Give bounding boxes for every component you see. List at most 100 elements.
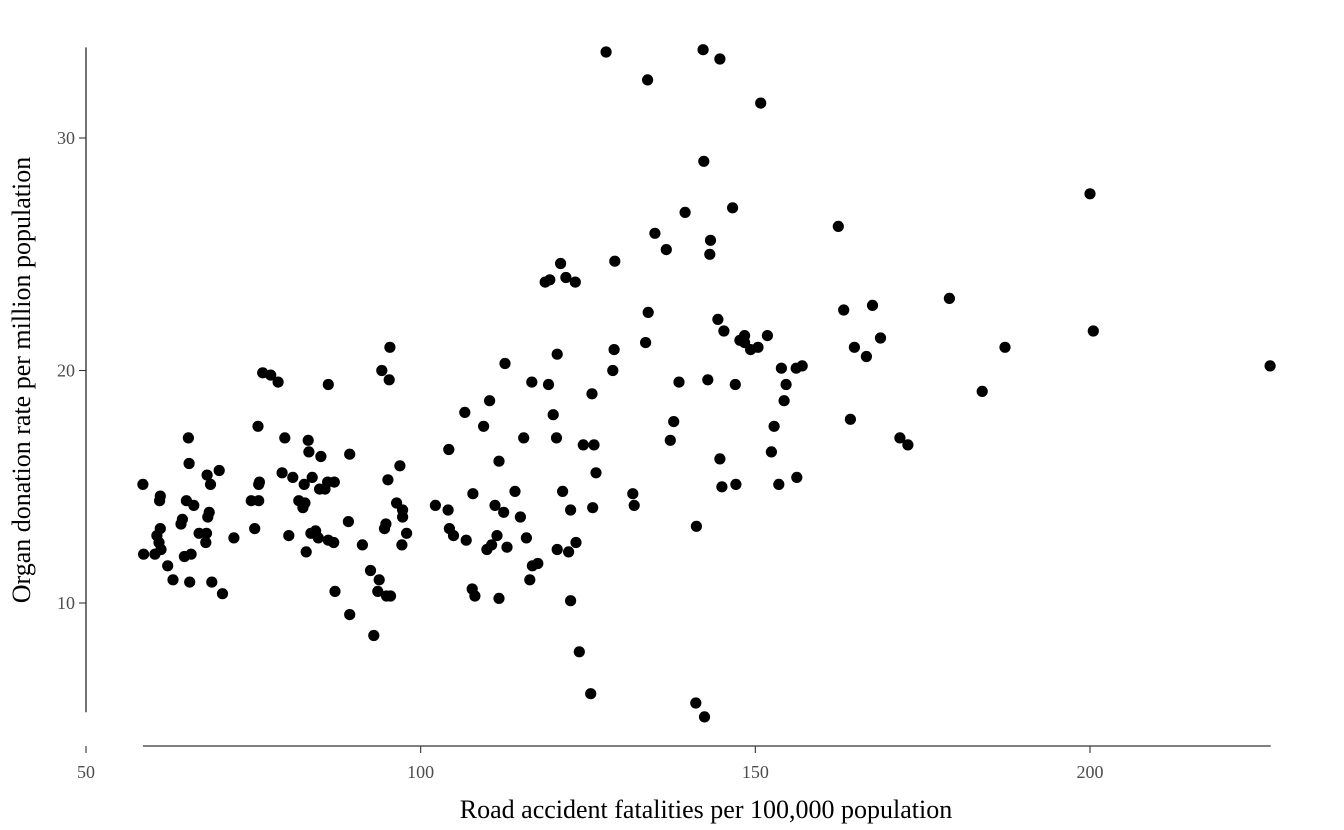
data-point bbox=[498, 506, 510, 518]
data-point bbox=[138, 548, 150, 560]
data-point bbox=[442, 504, 454, 516]
data-point bbox=[162, 560, 174, 572]
data-point bbox=[860, 350, 873, 363]
data-point bbox=[322, 378, 334, 391]
data-point bbox=[768, 420, 780, 432]
data-point bbox=[796, 360, 808, 372]
data-point bbox=[649, 227, 661, 239]
data-point bbox=[429, 499, 441, 511]
data-point bbox=[673, 376, 685, 388]
data-point bbox=[778, 395, 790, 407]
data-point bbox=[1264, 360, 1276, 372]
data-point bbox=[315, 450, 327, 463]
data-point bbox=[137, 478, 149, 490]
x-axis-title: Road accident fatalities per 100,000 pop… bbox=[460, 795, 952, 824]
data-point bbox=[642, 74, 654, 86]
x-tick-label: 50 bbox=[77, 762, 95, 782]
x-axis-ticks: 50 100 150 200 bbox=[77, 746, 1104, 782]
data-point bbox=[204, 478, 217, 490]
data-point bbox=[253, 495, 265, 507]
data-point bbox=[520, 532, 533, 544]
data-point bbox=[570, 536, 582, 549]
data-point bbox=[469, 590, 481, 602]
data-point bbox=[380, 518, 392, 530]
data-point bbox=[565, 504, 577, 516]
data-point bbox=[300, 546, 312, 558]
data-point bbox=[838, 304, 850, 316]
data-point bbox=[382, 474, 394, 486]
data-point bbox=[478, 420, 490, 432]
data-point bbox=[628, 499, 640, 511]
data-point bbox=[773, 478, 785, 490]
data-point bbox=[642, 306, 654, 318]
data-point bbox=[364, 564, 377, 577]
data-point bbox=[216, 588, 229, 600]
data-point bbox=[714, 453, 726, 465]
data-point bbox=[586, 388, 598, 400]
data-point bbox=[577, 439, 589, 451]
data-point bbox=[447, 530, 460, 542]
data-point bbox=[874, 332, 887, 344]
data-point bbox=[587, 502, 599, 514]
data-point bbox=[848, 341, 861, 353]
data-point bbox=[547, 409, 559, 421]
data-point bbox=[328, 476, 340, 488]
data-point bbox=[565, 595, 577, 607]
x-tick-label: 100 bbox=[407, 762, 434, 782]
data-point bbox=[287, 471, 299, 483]
data-point bbox=[384, 590, 397, 602]
data-point bbox=[253, 476, 265, 488]
data-point bbox=[1084, 188, 1096, 200]
data-point bbox=[729, 378, 741, 391]
data-point bbox=[303, 446, 315, 458]
data-point bbox=[185, 548, 197, 560]
data-point bbox=[718, 325, 730, 337]
data-point bbox=[344, 609, 356, 621]
data-point bbox=[368, 629, 380, 642]
data-point bbox=[384, 341, 396, 353]
data-point bbox=[524, 574, 536, 586]
points-layer bbox=[137, 44, 1276, 723]
data-point bbox=[467, 488, 479, 500]
data-point bbox=[249, 523, 261, 535]
data-point bbox=[344, 448, 356, 460]
data-point bbox=[443, 443, 455, 456]
data-point bbox=[228, 532, 240, 544]
y-axis-ticks: 10 20 30 bbox=[57, 128, 86, 613]
data-point bbox=[518, 432, 530, 444]
data-point bbox=[679, 206, 691, 218]
data-point bbox=[401, 527, 413, 539]
data-point bbox=[690, 520, 703, 532]
data-point bbox=[752, 341, 764, 353]
data-point bbox=[372, 585, 384, 598]
data-point bbox=[660, 244, 672, 256]
data-point bbox=[551, 348, 563, 360]
data-point bbox=[514, 511, 527, 523]
data-point bbox=[200, 536, 212, 549]
data-point bbox=[459, 406, 471, 418]
data-point bbox=[775, 362, 788, 374]
data-point bbox=[298, 478, 310, 490]
data-point bbox=[560, 271, 572, 284]
data-point bbox=[557, 485, 569, 497]
data-point bbox=[373, 574, 385, 586]
data-point bbox=[184, 576, 196, 588]
y-tick-label: 20 bbox=[57, 361, 75, 381]
data-point bbox=[765, 446, 778, 458]
data-point bbox=[167, 574, 179, 586]
data-point bbox=[563, 546, 575, 558]
data-point bbox=[600, 46, 612, 58]
data-point bbox=[704, 234, 717, 246]
data-point bbox=[376, 364, 388, 377]
x-tick-label: 200 bbox=[1077, 762, 1104, 782]
x-tick-label: 150 bbox=[742, 762, 769, 782]
data-point bbox=[526, 376, 538, 388]
data-point bbox=[206, 576, 218, 588]
data-point bbox=[252, 420, 264, 432]
data-point bbox=[213, 464, 225, 477]
y-tick-label: 30 bbox=[57, 128, 75, 148]
data-point bbox=[902, 439, 914, 451]
data-point bbox=[664, 434, 676, 446]
data-point bbox=[542, 378, 555, 391]
